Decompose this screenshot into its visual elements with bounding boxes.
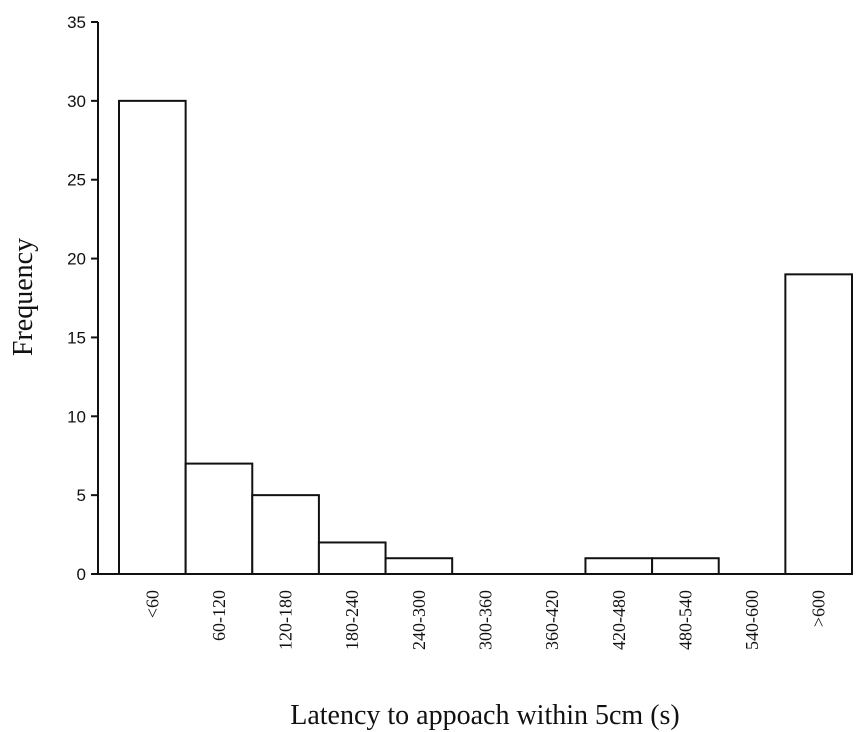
- x-tick-label-7: 420-480: [609, 590, 629, 650]
- bar-3: [317, 541, 387, 576]
- y-tick-label-0: 0: [77, 565, 86, 584]
- x-tick-label-0: <60: [142, 590, 162, 618]
- x-tick-label-5: 300-360: [476, 590, 496, 650]
- x-tick-label-9: 540-600: [742, 590, 762, 650]
- x-tick-label-3: 180-240: [342, 590, 362, 650]
- y-tick-label-6: 30: [67, 92, 86, 111]
- bar-7: [584, 557, 654, 576]
- x-tick-label-2: 120-180: [276, 590, 296, 650]
- x-tick-label-8: 480-540: [675, 590, 695, 650]
- bar-4: [384, 557, 454, 576]
- bar-8: [651, 557, 720, 576]
- x-tick-label-10: >600: [809, 590, 829, 627]
- bar-2: [251, 494, 320, 575]
- x-axis-title: Latency to appoach within 5cm (s): [290, 700, 680, 731]
- y-tick-label-1: 5: [77, 486, 86, 505]
- y-tick-label-5: 25: [67, 171, 86, 190]
- y-axis-title: Frequency: [8, 238, 39, 356]
- bar-1: [184, 462, 254, 576]
- y-tick-label-2: 10: [67, 407, 86, 426]
- bars-group: [118, 99, 854, 576]
- bar-0: [118, 99, 187, 575]
- x-tick-label-6: 360-420: [542, 590, 562, 650]
- x-axis: <60 60-120 120-180 180-240 240-300 300-360 360…: [98, 573, 853, 650]
- bar-10: [784, 273, 854, 575]
- y-tick-label-7: 35: [67, 13, 86, 32]
- y-axis: 0 5 10 15 20 25 30 35: [67, 13, 99, 584]
- x-tick-label-4: 240-300: [409, 590, 429, 650]
- y-tick-label-3: 15: [67, 328, 86, 347]
- x-tick-label-1: 60-120: [209, 590, 229, 641]
- y-tick-label-4: 20: [67, 250, 86, 269]
